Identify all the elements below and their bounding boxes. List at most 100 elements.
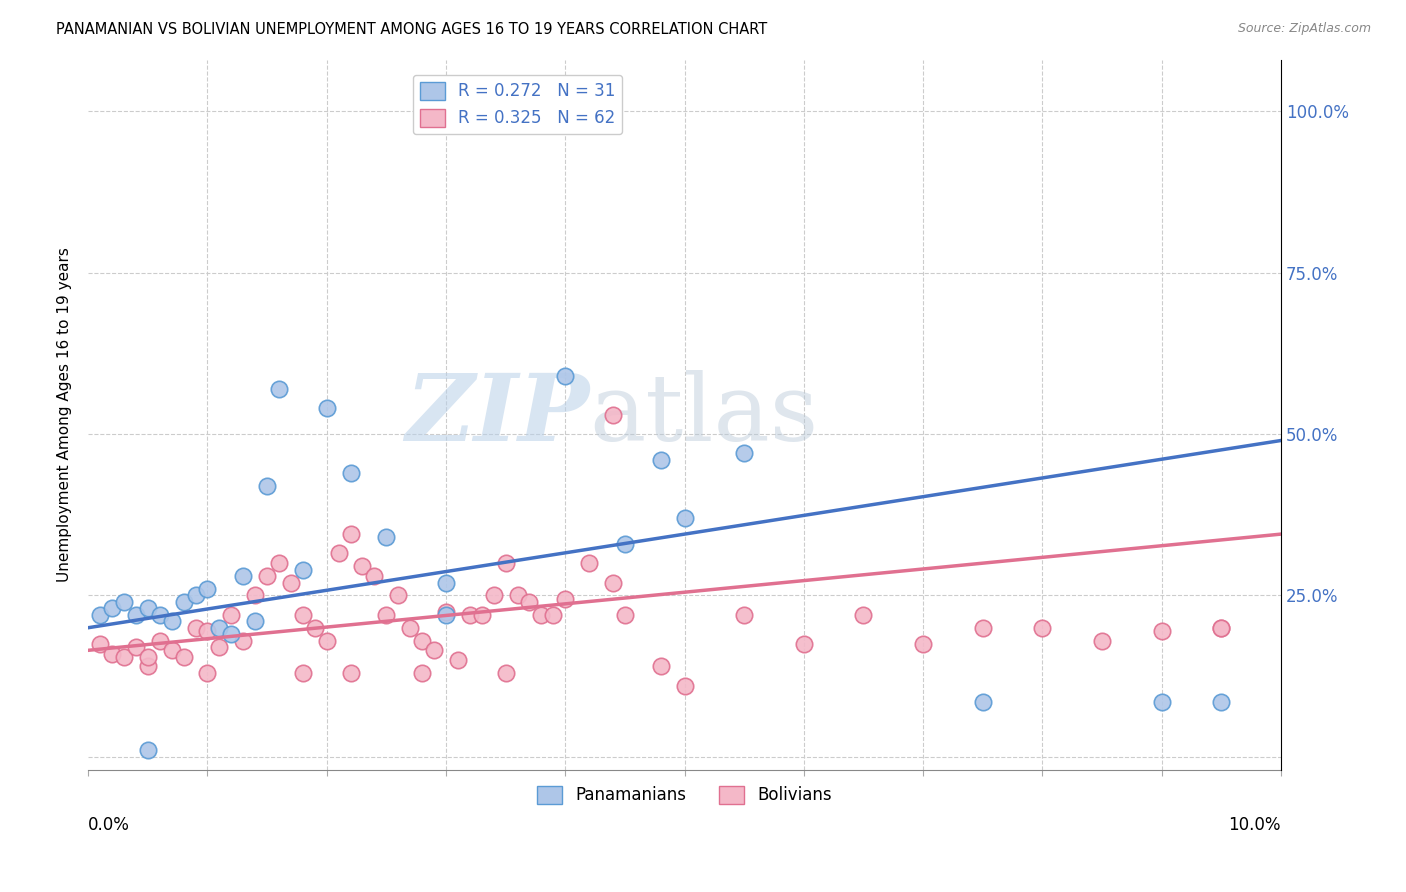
Point <box>543 607 565 622</box>
Point <box>434 605 457 619</box>
Point <box>243 614 266 628</box>
Point <box>733 607 755 622</box>
Point <box>673 679 696 693</box>
Point <box>136 649 159 664</box>
Point <box>315 401 337 416</box>
Point <box>160 614 183 628</box>
Point <box>291 563 314 577</box>
Text: ZIP: ZIP <box>405 369 589 459</box>
Point <box>280 575 302 590</box>
Point <box>482 589 505 603</box>
Text: 0.0%: 0.0% <box>89 816 129 834</box>
Point <box>221 607 243 622</box>
Point <box>650 453 672 467</box>
Point <box>613 537 636 551</box>
Text: atlas: atlas <box>589 369 818 459</box>
Point <box>411 633 433 648</box>
Point <box>89 607 111 622</box>
Point <box>423 643 446 657</box>
Point <box>267 382 290 396</box>
Point <box>232 633 254 648</box>
Point <box>339 466 361 480</box>
Point <box>197 582 219 596</box>
Point <box>267 556 290 570</box>
Point <box>232 569 254 583</box>
Point <box>136 743 159 757</box>
Point <box>972 695 994 709</box>
Point <box>912 637 935 651</box>
Point <box>793 637 815 651</box>
Point <box>1031 621 1053 635</box>
Text: 10.0%: 10.0% <box>1229 816 1281 834</box>
Point <box>89 637 111 651</box>
Point <box>184 621 207 635</box>
Y-axis label: Unemployment Among Ages 16 to 19 years: Unemployment Among Ages 16 to 19 years <box>58 247 72 582</box>
Point <box>243 589 266 603</box>
Point <box>173 649 195 664</box>
Point <box>852 607 875 622</box>
Point <box>1211 695 1233 709</box>
Point <box>112 595 135 609</box>
Legend: Panamanians, Bolivians: Panamanians, Bolivians <box>530 779 839 811</box>
Point <box>339 527 361 541</box>
Point <box>1150 624 1173 638</box>
Point <box>387 589 409 603</box>
Text: Source: ZipAtlas.com: Source: ZipAtlas.com <box>1237 22 1371 36</box>
Text: PANAMANIAN VS BOLIVIAN UNEMPLOYMENT AMONG AGES 16 TO 19 YEARS CORRELATION CHART: PANAMANIAN VS BOLIVIAN UNEMPLOYMENT AMON… <box>56 22 768 37</box>
Point <box>375 530 398 544</box>
Point <box>136 659 159 673</box>
Point <box>208 640 231 654</box>
Point <box>1150 695 1173 709</box>
Point <box>149 633 172 648</box>
Point <box>125 640 148 654</box>
Point <box>375 607 398 622</box>
Point <box>197 624 219 638</box>
Point <box>125 607 148 622</box>
Point <box>434 575 457 590</box>
Point <box>363 569 385 583</box>
Point <box>495 665 517 680</box>
Point <box>495 556 517 570</box>
Point <box>733 446 755 460</box>
Point <box>519 595 541 609</box>
Point <box>434 607 457 622</box>
Point <box>458 607 481 622</box>
Point <box>136 601 159 615</box>
Point <box>578 556 600 570</box>
Point <box>101 601 124 615</box>
Point <box>184 589 207 603</box>
Point <box>1211 621 1233 635</box>
Point <box>315 633 337 648</box>
Point <box>554 368 576 383</box>
Point <box>160 643 183 657</box>
Point <box>291 665 314 680</box>
Point <box>399 621 422 635</box>
Point <box>506 589 529 603</box>
Point <box>221 627 243 641</box>
Point <box>101 647 124 661</box>
Point <box>972 621 994 635</box>
Point <box>208 621 231 635</box>
Point <box>602 408 624 422</box>
Point <box>530 607 553 622</box>
Point <box>256 569 278 583</box>
Point <box>339 665 361 680</box>
Point <box>352 559 374 574</box>
Point <box>447 653 470 667</box>
Point <box>173 595 195 609</box>
Point <box>112 649 135 664</box>
Point <box>304 621 326 635</box>
Point <box>554 591 576 606</box>
Point <box>1211 621 1233 635</box>
Point <box>256 478 278 492</box>
Point <box>1091 633 1114 648</box>
Point <box>650 659 672 673</box>
Point <box>149 607 172 622</box>
Point <box>613 607 636 622</box>
Point <box>471 607 494 622</box>
Point <box>673 511 696 525</box>
Point <box>411 665 433 680</box>
Point <box>602 575 624 590</box>
Point <box>291 607 314 622</box>
Point <box>328 546 350 560</box>
